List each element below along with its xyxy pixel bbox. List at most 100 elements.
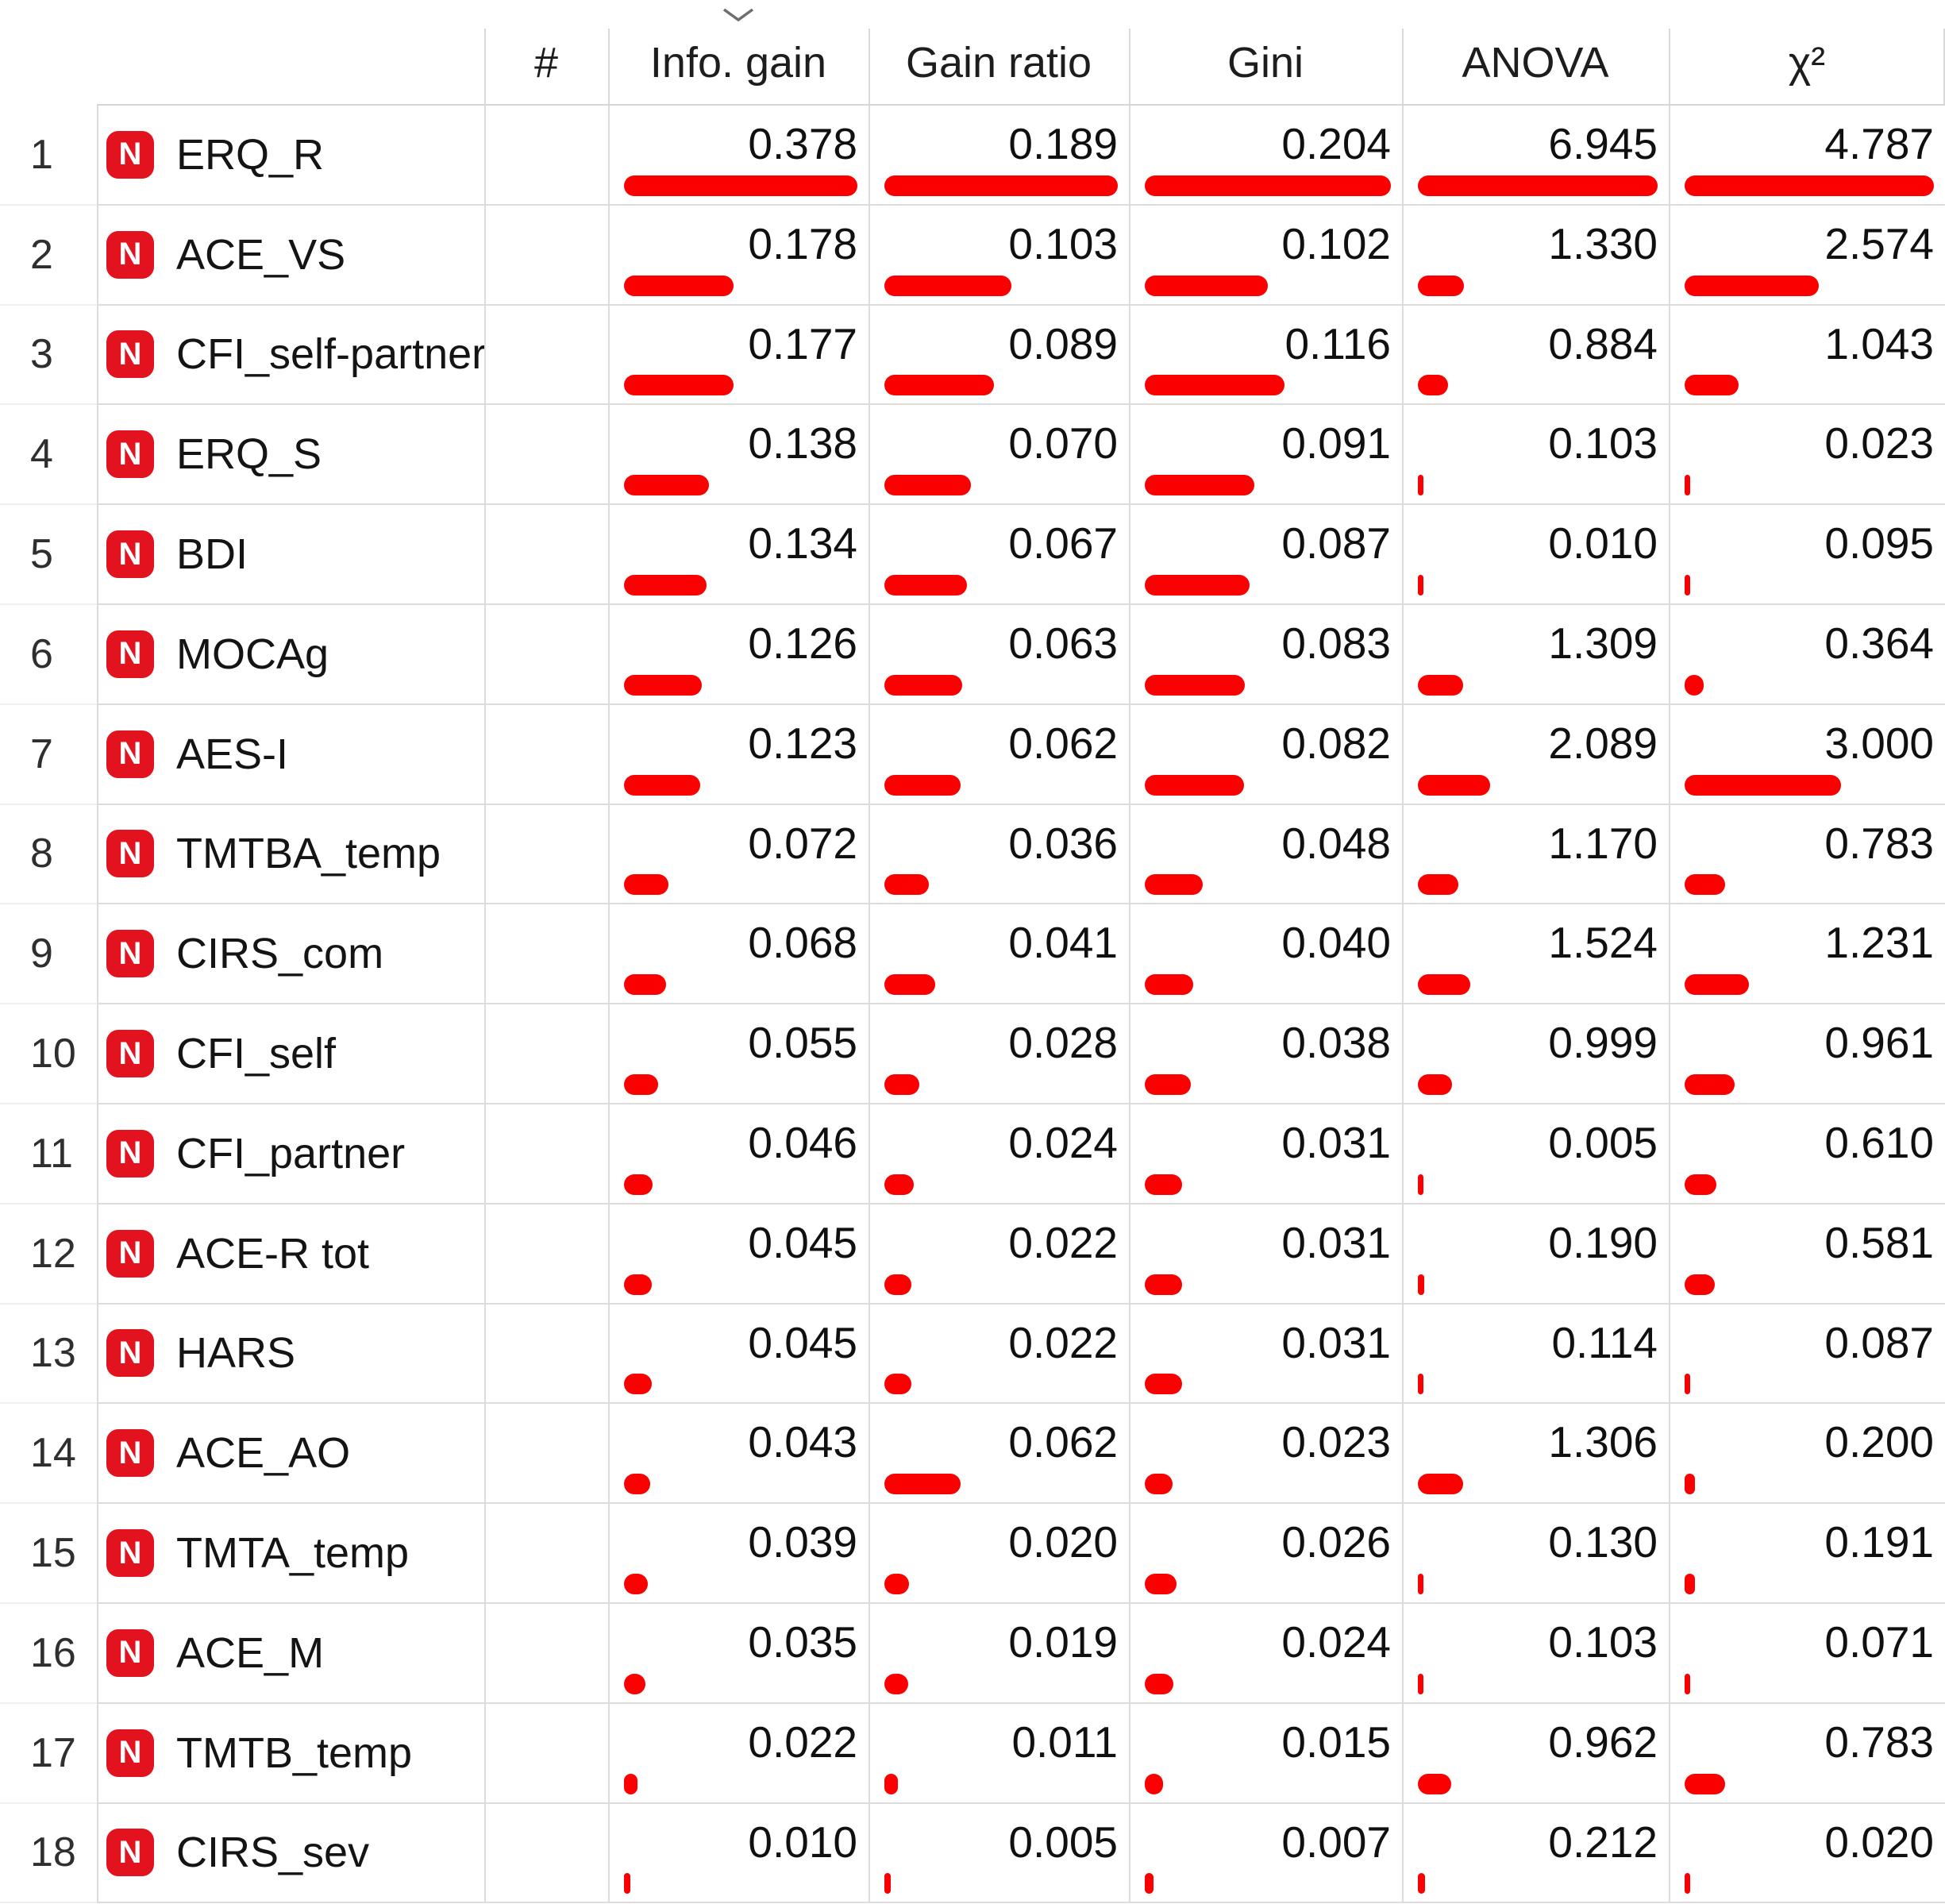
metric-cell-info-gain[interactable]: 0.010 (608, 1803, 869, 1904)
metric-cell-gini[interactable]: 0.015 (1129, 1703, 1402, 1804)
metric-cell-gini[interactable]: 0.091 (1129, 405, 1402, 506)
metric-cell-gain-ratio[interactable]: 0.070 (869, 405, 1129, 506)
metric-cell-gini[interactable]: 0.026 (1129, 1504, 1402, 1604)
metric-cell-gain-ratio[interactable]: 0.103 (869, 205, 1129, 306)
metric-cell-gini[interactable]: 0.204 (1129, 106, 1402, 206)
feature-cell[interactable]: N HARS (97, 1304, 484, 1405)
metric-cell-anova[interactable]: 6.945 (1402, 106, 1669, 206)
metric-cell-gini[interactable]: 0.116 (1129, 305, 1402, 406)
metric-cell-gain-ratio[interactable]: 0.041 (869, 904, 1129, 1005)
metric-cell-info-gain[interactable]: 0.123 (608, 704, 869, 805)
metric-cell-anova[interactable]: 0.884 (1402, 305, 1669, 406)
metric-cell-chi-squared[interactable]: 0.200 (1669, 1404, 1945, 1505)
feature-cell[interactable]: N ACE-R tot (97, 1204, 484, 1305)
metric-cell-anova[interactable]: 0.962 (1402, 1703, 1669, 1804)
feature-cell[interactable]: N ERQ_R (97, 106, 484, 206)
metric-cell-chi-squared[interactable]: 0.610 (1669, 1104, 1945, 1204)
feature-cell[interactable]: N CFI_self-partner (97, 305, 484, 406)
row-number[interactable]: 14 (0, 1404, 97, 1505)
feature-cell[interactable]: N BDI (97, 505, 484, 605)
metric-cell-gain-ratio[interactable]: 0.019 (869, 1603, 1129, 1704)
row-number[interactable]: 16 (0, 1603, 97, 1704)
row-number[interactable]: 10 (0, 1004, 97, 1104)
metric-cell-gain-ratio[interactable]: 0.036 (869, 804, 1129, 905)
metric-cell-gain-ratio[interactable]: 0.024 (869, 1104, 1129, 1204)
column-header-chi-squared[interactable]: χ² (1669, 0, 1945, 106)
metric-cell-chi-squared[interactable]: 0.783 (1669, 1703, 1945, 1804)
row-number[interactable]: 18 (0, 1803, 97, 1904)
metric-cell-anova[interactable]: 0.190 (1402, 1204, 1669, 1305)
metric-cell-gini[interactable]: 0.083 (1129, 604, 1402, 705)
metric-cell-info-gain[interactable]: 0.046 (608, 1104, 869, 1204)
row-number[interactable]: 9 (0, 904, 97, 1005)
metric-cell-anova[interactable]: 1.170 (1402, 804, 1669, 905)
column-header-gini[interactable]: Gini (1129, 0, 1402, 106)
row-number[interactable]: 15 (0, 1504, 97, 1604)
feature-cell[interactable]: N CIRS_com (97, 904, 484, 1005)
metric-cell-info-gain[interactable]: 0.378 (608, 106, 869, 206)
row-number[interactable]: 12 (0, 1204, 97, 1305)
row-number[interactable]: 7 (0, 704, 97, 805)
metric-cell-anova[interactable]: 0.999 (1402, 1004, 1669, 1104)
metric-cell-anova[interactable]: 0.103 (1402, 405, 1669, 506)
column-header-hash[interactable]: # (484, 0, 608, 106)
metric-cell-info-gain[interactable]: 0.177 (608, 305, 869, 406)
metric-cell-anova[interactable]: 0.114 (1402, 1304, 1669, 1405)
metric-cell-gain-ratio[interactable]: 0.020 (869, 1504, 1129, 1604)
metric-cell-chi-squared[interactable]: 0.023 (1669, 405, 1945, 506)
metric-cell-gain-ratio[interactable]: 0.062 (869, 1404, 1129, 1505)
metric-cell-gain-ratio[interactable]: 0.005 (869, 1803, 1129, 1904)
metric-cell-gini[interactable]: 0.087 (1129, 505, 1402, 605)
metric-cell-anova[interactable]: 0.103 (1402, 1603, 1669, 1704)
column-header-info-gain[interactable]: Info. gain (608, 0, 869, 106)
row-number[interactable]: 11 (0, 1104, 97, 1204)
row-number[interactable]: 2 (0, 205, 97, 306)
metric-cell-chi-squared[interactable]: 0.581 (1669, 1204, 1945, 1305)
metric-cell-gain-ratio[interactable]: 0.028 (869, 1004, 1129, 1104)
metric-cell-gain-ratio[interactable]: 0.089 (869, 305, 1129, 406)
metric-cell-chi-squared[interactable]: 0.087 (1669, 1304, 1945, 1405)
metric-cell-gain-ratio[interactable]: 0.011 (869, 1703, 1129, 1804)
metric-cell-info-gain[interactable]: 0.126 (608, 604, 869, 705)
feature-cell[interactable]: N CFI_self (97, 1004, 484, 1104)
metric-cell-gini[interactable]: 0.102 (1129, 205, 1402, 306)
metric-cell-gini[interactable]: 0.007 (1129, 1803, 1402, 1904)
metric-cell-gain-ratio[interactable]: 0.022 (869, 1204, 1129, 1305)
metric-cell-gain-ratio[interactable]: 0.062 (869, 704, 1129, 805)
feature-cell[interactable]: N ACE_VS (97, 205, 484, 306)
row-number[interactable]: 3 (0, 305, 97, 406)
row-number[interactable]: 17 (0, 1703, 97, 1804)
metric-cell-info-gain[interactable]: 0.035 (608, 1603, 869, 1704)
row-number[interactable]: 5 (0, 505, 97, 605)
row-number[interactable]: 4 (0, 405, 97, 506)
feature-cell[interactable]: N CFI_partner (97, 1104, 484, 1204)
metric-cell-gini[interactable]: 0.023 (1129, 1404, 1402, 1505)
metric-cell-info-gain[interactable]: 0.039 (608, 1504, 869, 1604)
metric-cell-anova[interactable]: 2.089 (1402, 704, 1669, 805)
column-header-gain-ratio[interactable]: Gain ratio (869, 0, 1129, 106)
metric-cell-gini[interactable]: 0.031 (1129, 1204, 1402, 1305)
metric-cell-anova[interactable]: 0.010 (1402, 505, 1669, 605)
feature-cell[interactable]: N CIRS_sev (97, 1803, 484, 1904)
metric-cell-info-gain[interactable]: 0.043 (608, 1404, 869, 1505)
metric-cell-gain-ratio[interactable]: 0.063 (869, 604, 1129, 705)
feature-cell[interactable]: N ACE_AO (97, 1404, 484, 1505)
metric-cell-chi-squared[interactable]: 1.231 (1669, 904, 1945, 1005)
column-header-anova[interactable]: ANOVA (1402, 0, 1669, 106)
metric-cell-chi-squared[interactable]: 0.095 (1669, 505, 1945, 605)
metric-cell-chi-squared[interactable]: 0.783 (1669, 804, 1945, 905)
feature-cell[interactable]: N MOCAg (97, 604, 484, 705)
metric-cell-gini[interactable]: 0.031 (1129, 1304, 1402, 1405)
metric-cell-info-gain[interactable]: 0.134 (608, 505, 869, 605)
metric-cell-gini[interactable]: 0.024 (1129, 1603, 1402, 1704)
feature-cell[interactable]: N ACE_M (97, 1603, 484, 1704)
metric-cell-chi-squared[interactable]: 0.071 (1669, 1603, 1945, 1704)
metric-cell-anova[interactable]: 0.212 (1402, 1803, 1669, 1904)
feature-cell[interactable]: N ERQ_S (97, 405, 484, 506)
feature-cell[interactable]: N TMTB_temp (97, 1703, 484, 1804)
metric-cell-chi-squared[interactable]: 2.574 (1669, 205, 1945, 306)
metric-cell-gini[interactable]: 0.048 (1129, 804, 1402, 905)
metric-cell-info-gain[interactable]: 0.068 (608, 904, 869, 1005)
metric-cell-info-gain[interactable]: 0.045 (608, 1304, 869, 1405)
metric-cell-anova[interactable]: 0.130 (1402, 1504, 1669, 1604)
